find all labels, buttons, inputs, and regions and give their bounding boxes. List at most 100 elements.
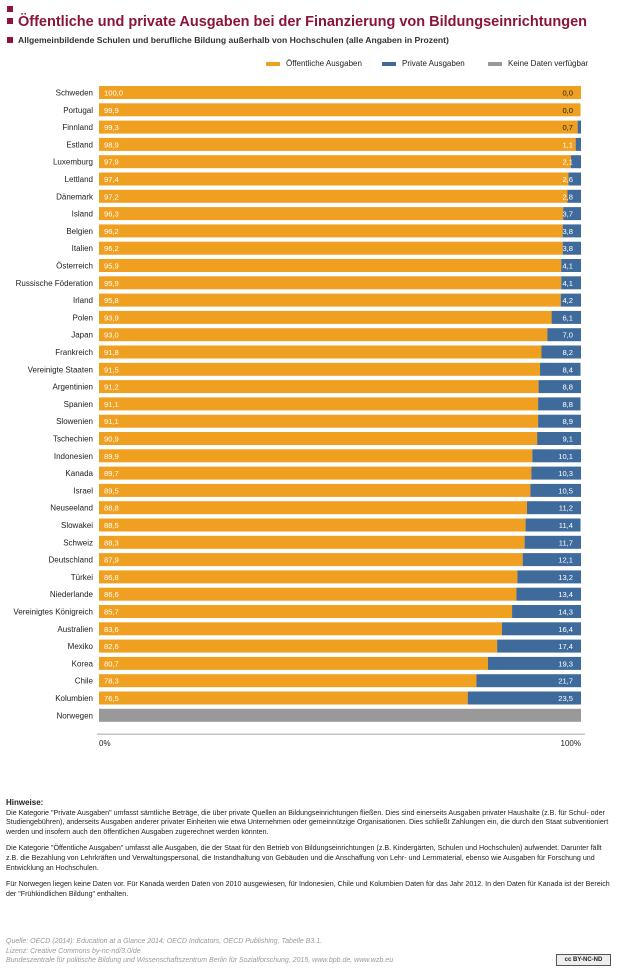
- value-label-public: 96,2: [104, 244, 119, 253]
- value-label-public: 76,5: [104, 694, 119, 703]
- bar-private: [476, 674, 581, 688]
- bar-public: [99, 86, 581, 99]
- legend-public-label: Öffentliche Ausgaben: [286, 59, 362, 68]
- legend-public: Öffentliche Ausgaben: [266, 59, 362, 68]
- value-label-private: 3,8: [562, 227, 573, 236]
- bar-public: [99, 449, 533, 463]
- category-label: Spanien: [64, 400, 93, 409]
- category-label: Frankreich: [55, 348, 93, 357]
- value-label-public: 100,0: [104, 89, 123, 98]
- legend-private-swatch: [382, 61, 396, 66]
- category-label: Japan: [71, 331, 93, 340]
- value-label-private: 12,1: [558, 556, 573, 565]
- value-label-public: 78,3: [104, 677, 119, 686]
- bar-public: [99, 535, 525, 549]
- value-label-public: 91,8: [104, 348, 119, 357]
- value-label-public: 89,5: [104, 486, 119, 495]
- value-label-public: 89,9: [104, 452, 119, 461]
- bar-public: [99, 691, 468, 705]
- category-label: Tschechien: [53, 435, 93, 444]
- source-section: Quelle: OECD (2014): Education at a Glan…: [6, 937, 393, 966]
- value-label-private: 8,8: [562, 400, 573, 409]
- bar-public: [99, 224, 563, 238]
- bar-public: [99, 293, 561, 307]
- x-tick-label: 100%: [561, 739, 581, 748]
- value-label-public: 91,2: [104, 383, 119, 392]
- category-label: Schweiz: [63, 538, 93, 547]
- value-label-private: 8,8: [562, 383, 573, 392]
- category-label: Irland: [73, 296, 93, 305]
- bar-private: [516, 587, 581, 601]
- bar-public: [99, 656, 488, 670]
- bar-public: [99, 328, 548, 342]
- value-label-private: 8,9: [562, 417, 573, 426]
- value-label-public: 99,3: [104, 123, 119, 132]
- category-label: Vereinigtes Königreich: [13, 608, 93, 617]
- value-label-private: 23,5: [558, 694, 573, 703]
- legend-nodata-swatch: [488, 61, 502, 66]
- category-label: Norwegen: [57, 711, 93, 720]
- license-line: Lizenz: Creative Commons by-nc-nd/3.0/de: [6, 947, 141, 955]
- bar-private: [547, 328, 581, 342]
- value-label-private: 8,4: [562, 365, 573, 374]
- bar-public: [99, 414, 539, 428]
- value-label-public: 96,3: [104, 210, 119, 219]
- bar-private: [560, 293, 581, 307]
- legend-private-label: Private Ausgaben: [402, 59, 465, 68]
- value-label-public: 85,7: [104, 608, 119, 617]
- bar-public: [99, 345, 542, 359]
- category-label: Neuseeland: [50, 504, 93, 513]
- bar-public: [99, 397, 539, 411]
- bar-public: [99, 501, 528, 515]
- category-label: Chile: [75, 677, 94, 686]
- category-label: Belgien: [66, 227, 93, 236]
- category-label: Kolumbien: [55, 694, 93, 703]
- bar-private: [540, 362, 581, 376]
- value-label-public: 95,8: [104, 296, 119, 305]
- bar-private: [575, 137, 581, 151]
- title-marker: [7, 18, 13, 24]
- category-label: Niederlande: [50, 590, 94, 599]
- category-label: Kanada: [65, 469, 93, 478]
- bar-private: [541, 345, 581, 359]
- value-label-private: 13,2: [558, 573, 573, 582]
- category-label: Türkei: [71, 573, 93, 582]
- bar-private: [531, 466, 581, 480]
- category-label: Mexiko: [68, 642, 94, 651]
- value-label-private: 16,4: [558, 625, 573, 634]
- value-label-private: 4,1: [562, 279, 573, 288]
- chart-title: Öffentliche und private Ausgaben bei der…: [18, 14, 588, 30]
- bar-private: [497, 639, 581, 653]
- bar-private: [512, 605, 581, 618]
- bar-private: [467, 691, 581, 705]
- value-label-public: 96,2: [104, 227, 119, 236]
- bar-private: [487, 656, 581, 670]
- value-label-public: 86,8: [104, 573, 119, 582]
- value-label-private: 0,0: [562, 89, 573, 98]
- bar-public: [99, 172, 569, 186]
- bar-public: [99, 674, 477, 688]
- bar-public: [99, 605, 513, 618]
- value-label-public: 89,7: [104, 469, 119, 478]
- value-label-private: 21,7: [558, 677, 573, 686]
- category-label: Lettland: [65, 175, 93, 184]
- bar-private: [562, 224, 581, 238]
- notes-paragraph-private: Die Kategorie "Private Ausgaben" umfasst…: [6, 808, 609, 836]
- value-label-public: 88,5: [104, 521, 119, 530]
- bar-private: [538, 414, 581, 428]
- bar-public: [99, 587, 517, 601]
- category-label: Island: [72, 210, 93, 219]
- publisher-line: Bundeszentrale für politische Bildung un…: [6, 957, 394, 965]
- value-label-private: 6,1: [562, 313, 573, 322]
- value-label-private: 10,5: [558, 486, 573, 495]
- value-label-public: 95,9: [104, 279, 119, 288]
- bar-public: [99, 276, 562, 290]
- category-label: Slowakei: [61, 521, 93, 530]
- bar-public: [99, 362, 541, 376]
- bar-public: [99, 120, 578, 134]
- value-label-private: 7,0: [562, 331, 573, 340]
- category-label: Slowenien: [56, 417, 93, 426]
- source-line: Quelle: OECD (2014): Education at a Glan…: [6, 938, 323, 945]
- bar-public: [99, 189, 568, 203]
- bar-private: [522, 553, 581, 567]
